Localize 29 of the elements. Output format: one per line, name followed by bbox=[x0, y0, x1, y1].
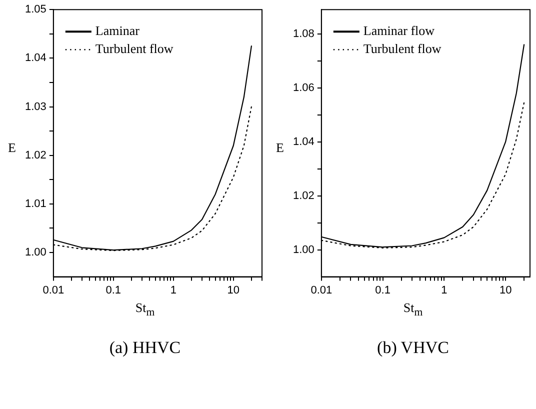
x-tick-label: 10 bbox=[227, 284, 240, 296]
x-tick-label: 0.01 bbox=[310, 284, 332, 296]
x-tick-label: 0.01 bbox=[42, 284, 64, 296]
text: (b) VHVC bbox=[376, 338, 450, 358]
x-axis-title: St$_{m}$ bbox=[134, 300, 156, 319]
x-tick-label: 0.1 bbox=[375, 284, 390, 296]
x-tick-label: 10 bbox=[499, 284, 512, 296]
legend-label: Turbulent flow bbox=[95, 41, 174, 56]
y-tick-label: 1.04 bbox=[24, 52, 46, 64]
x-tick-label: 1 bbox=[441, 284, 448, 296]
y-axis-title: E bbox=[8, 140, 16, 156]
y-tick-label: 1.06 bbox=[292, 82, 314, 94]
y-tick-label: 1.02 bbox=[292, 190, 314, 202]
x-tick-label: 1 bbox=[170, 284, 176, 296]
x-axis-title: St$_{m}$ bbox=[402, 300, 424, 319]
text: (a) HHVC bbox=[108, 338, 182, 358]
y-tick-label: 1.00 bbox=[292, 244, 314, 256]
legend-label: Turbulent flow bbox=[363, 41, 442, 56]
y-tick-label: 1.00 bbox=[24, 246, 46, 259]
x-tick-label: 0.1 bbox=[106, 284, 122, 296]
y-tick-label: 1.01 bbox=[24, 198, 46, 210]
legend-label: Laminar flow bbox=[363, 23, 436, 38]
y-tick-label: 1.04 bbox=[292, 136, 314, 148]
y-axis-title: E bbox=[276, 140, 284, 156]
legend-label: Laminar bbox=[95, 23, 140, 38]
y-tick-label: 1.08 bbox=[292, 28, 314, 40]
y-tick-label: 1.03 bbox=[24, 100, 46, 113]
y-tick-label: 1.02 bbox=[24, 149, 46, 162]
y-tick-label: 1.05 bbox=[24, 4, 46, 16]
